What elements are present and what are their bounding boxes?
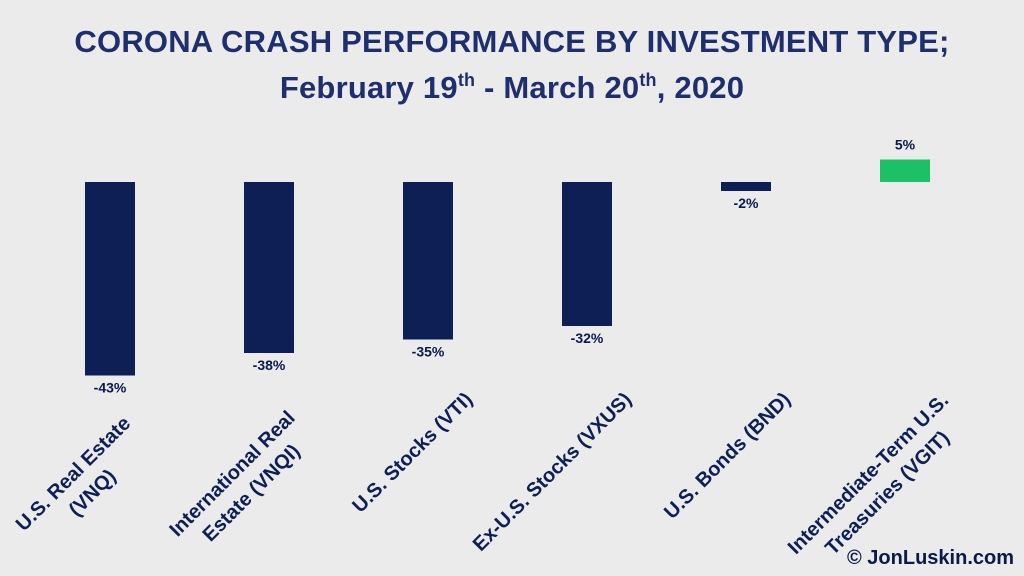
category-label-3: Ex-U.S. Stocks (VXUS) xyxy=(469,389,636,556)
category-label-0: U.S. Real Estate(VNQ) xyxy=(12,412,135,535)
category-label-0-line-0: U.S. Real Estate xyxy=(12,412,135,535)
category-label-4-line-0: U.S. Bonds (BND) xyxy=(660,389,795,524)
title-date-end: - March 20 xyxy=(475,70,640,105)
data-label-5: 5% xyxy=(895,137,916,153)
category-label-3-line-0: Ex-U.S. Stocks (VXUS) xyxy=(469,389,636,556)
data-label-3: -32% xyxy=(571,330,604,346)
bar-1 xyxy=(244,182,294,353)
chart-title-line2: February 19th - March 20th, 2020 xyxy=(0,70,1024,106)
copyright-credit: © JonLuskin.com xyxy=(847,547,1014,569)
title-ordinal-suffix-2: th xyxy=(639,70,657,90)
bar-3 xyxy=(562,182,612,326)
category-label-4: U.S. Bonds (BND) xyxy=(660,389,795,524)
category-label-2-line-0: U.S. Stocks (VTI) xyxy=(348,389,477,518)
category-label-2: U.S. Stocks (VTI) xyxy=(348,389,477,518)
data-label-2: -35% xyxy=(412,344,445,360)
title-year: , 2020 xyxy=(656,70,745,105)
chart-title-line1: CORONA CRASH PERFORMANCE BY INVESTMENT T… xyxy=(74,24,950,59)
data-label-4: -2% xyxy=(734,195,759,211)
bar-0 xyxy=(85,182,135,376)
title-ordinal-suffix-1: th xyxy=(457,70,476,90)
bar-4 xyxy=(721,182,771,191)
bar-5 xyxy=(880,159,930,182)
bar-2 xyxy=(403,182,453,340)
category-label-5-line-0: Intermediate-Term U.S. xyxy=(784,389,953,558)
title-date-start: February 19 xyxy=(279,70,458,105)
data-label-0: -43% xyxy=(94,380,127,396)
data-label-1: -38% xyxy=(253,357,286,373)
